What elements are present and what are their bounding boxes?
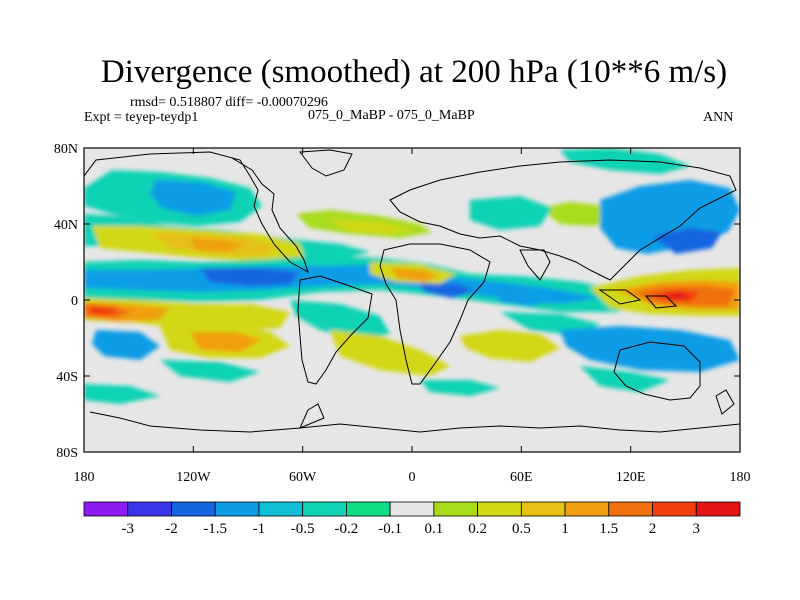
contour-region: [420, 282, 474, 298]
contour-region: [540, 202, 616, 226]
colorbar-label: -0.1: [378, 521, 402, 537]
colorbar: -3 -2 -1.5 -1 -0.5 -0.2 -0.1 0.1 0.2 0.5 1 1.5 2 3: [83, 501, 741, 537]
colorbar-swatch: [564, 501, 610, 517]
colorbar-label: -1: [253, 521, 266, 537]
lon-tick-label: 60E: [510, 470, 533, 485]
colorbar-swatch: [389, 501, 435, 517]
colorbar-swatch: [127, 501, 172, 517]
colorbar-label: 3: [693, 521, 701, 537]
colorbar-label: 1.5: [599, 521, 618, 537]
coastline-south-america: [297, 275, 373, 385]
coastline-north-america: [84, 151, 309, 274]
lon-tick-label: 180: [74, 470, 95, 485]
contour-fill-layer: [84, 148, 740, 404]
colorbar-label: -2: [165, 521, 178, 537]
coastline-india: [519, 249, 551, 281]
colorbar-label: -1.5: [203, 521, 227, 537]
contour-region: [496, 290, 560, 306]
contour-region: [190, 238, 244, 252]
lat-tick-label: 80N: [54, 142, 78, 157]
contour-region: [580, 366, 670, 392]
contour-region: [90, 306, 118, 316]
contour-region: [330, 330, 450, 376]
case-label: 075_0_MaBP - 075_0_MaBP: [308, 108, 475, 123]
colorbar-swatch: [83, 501, 129, 517]
contour-region: [84, 384, 160, 404]
colorbar-swatch: [214, 501, 260, 517]
colorbar-swatch: [433, 501, 479, 517]
colorbar-label: 0.2: [468, 521, 487, 537]
contour-region: [330, 220, 414, 234]
colorbar-swatch: [302, 501, 347, 517]
contour-region: [92, 330, 160, 360]
experiment-label: Expt = teyep-teydp1: [84, 110, 199, 125]
colorbar-swatch: [652, 501, 697, 517]
coastline-africa: [379, 243, 491, 385]
contour-region: [200, 268, 300, 286]
longitude-axis: 180 120W 60W 0 60E 120E 180: [74, 148, 751, 485]
coastline-indonesia: [598, 289, 642, 305]
lat-tick-label: 0: [71, 294, 78, 309]
contour-region: [150, 180, 236, 216]
coastline-greenland: [299, 149, 353, 177]
contour-region: [560, 326, 740, 372]
colorbar-label: 0.5: [512, 521, 531, 537]
map-title: Divergence (smoothed) at 200 hPa (10**6 …: [100, 54, 728, 90]
colorbar-label: 0.1: [424, 521, 443, 537]
contour-region: [160, 360, 260, 382]
colorbar-label: -0.2: [335, 521, 359, 537]
contour-region: [420, 380, 500, 396]
coastline-new-zealand: [715, 389, 735, 415]
lon-tick-label: 60W: [289, 470, 317, 485]
coastlines-layer: [84, 149, 740, 433]
coastline-australia: [613, 341, 701, 401]
colorbar-label: -0.5: [291, 521, 315, 537]
colorbar-swatch: [520, 501, 566, 517]
lon-tick-label: 120E: [616, 470, 646, 485]
contour-region: [460, 330, 560, 362]
coastline-antarctica: [89, 411, 740, 433]
colorbar-swatch: [695, 501, 741, 517]
lat-tick-label: 40N: [54, 218, 78, 233]
coastline-indonesia: [644, 295, 678, 309]
colorbar-swatch: [258, 501, 304, 517]
contour-region: [470, 196, 552, 230]
colorbar-label: 2: [649, 521, 657, 537]
coastline-antarctic-peninsula: [299, 403, 325, 429]
colorbar-label: -3: [121, 521, 134, 537]
lon-tick-label: 0: [409, 470, 416, 485]
contour-region: [190, 332, 262, 352]
contour-region: [390, 268, 440, 282]
colorbar-label: 1: [561, 521, 569, 537]
season-label: ANN: [703, 110, 734, 125]
lat-tick-label: 40S: [56, 370, 78, 385]
colorbar-swatch: [608, 501, 653, 517]
colorbar-swatch: [345, 501, 391, 517]
colorbar-swatch: [171, 501, 216, 517]
coastline-eurasia: [389, 159, 737, 281]
colorbar-swatch: [477, 501, 522, 517]
lat-tick-label: 80S: [56, 446, 78, 461]
contour-region: [290, 300, 390, 340]
lon-tick-label: 180: [730, 470, 751, 485]
contour-region: [652, 228, 722, 254]
latitude-axis: 80N 40N 0 40S 80S: [54, 142, 740, 461]
lon-tick-label: 120W: [176, 470, 211, 485]
rmsd-diff-stats: rmsd= 0.518807 diff= -0.00070296: [130, 95, 328, 110]
contour-region: [662, 292, 690, 300]
